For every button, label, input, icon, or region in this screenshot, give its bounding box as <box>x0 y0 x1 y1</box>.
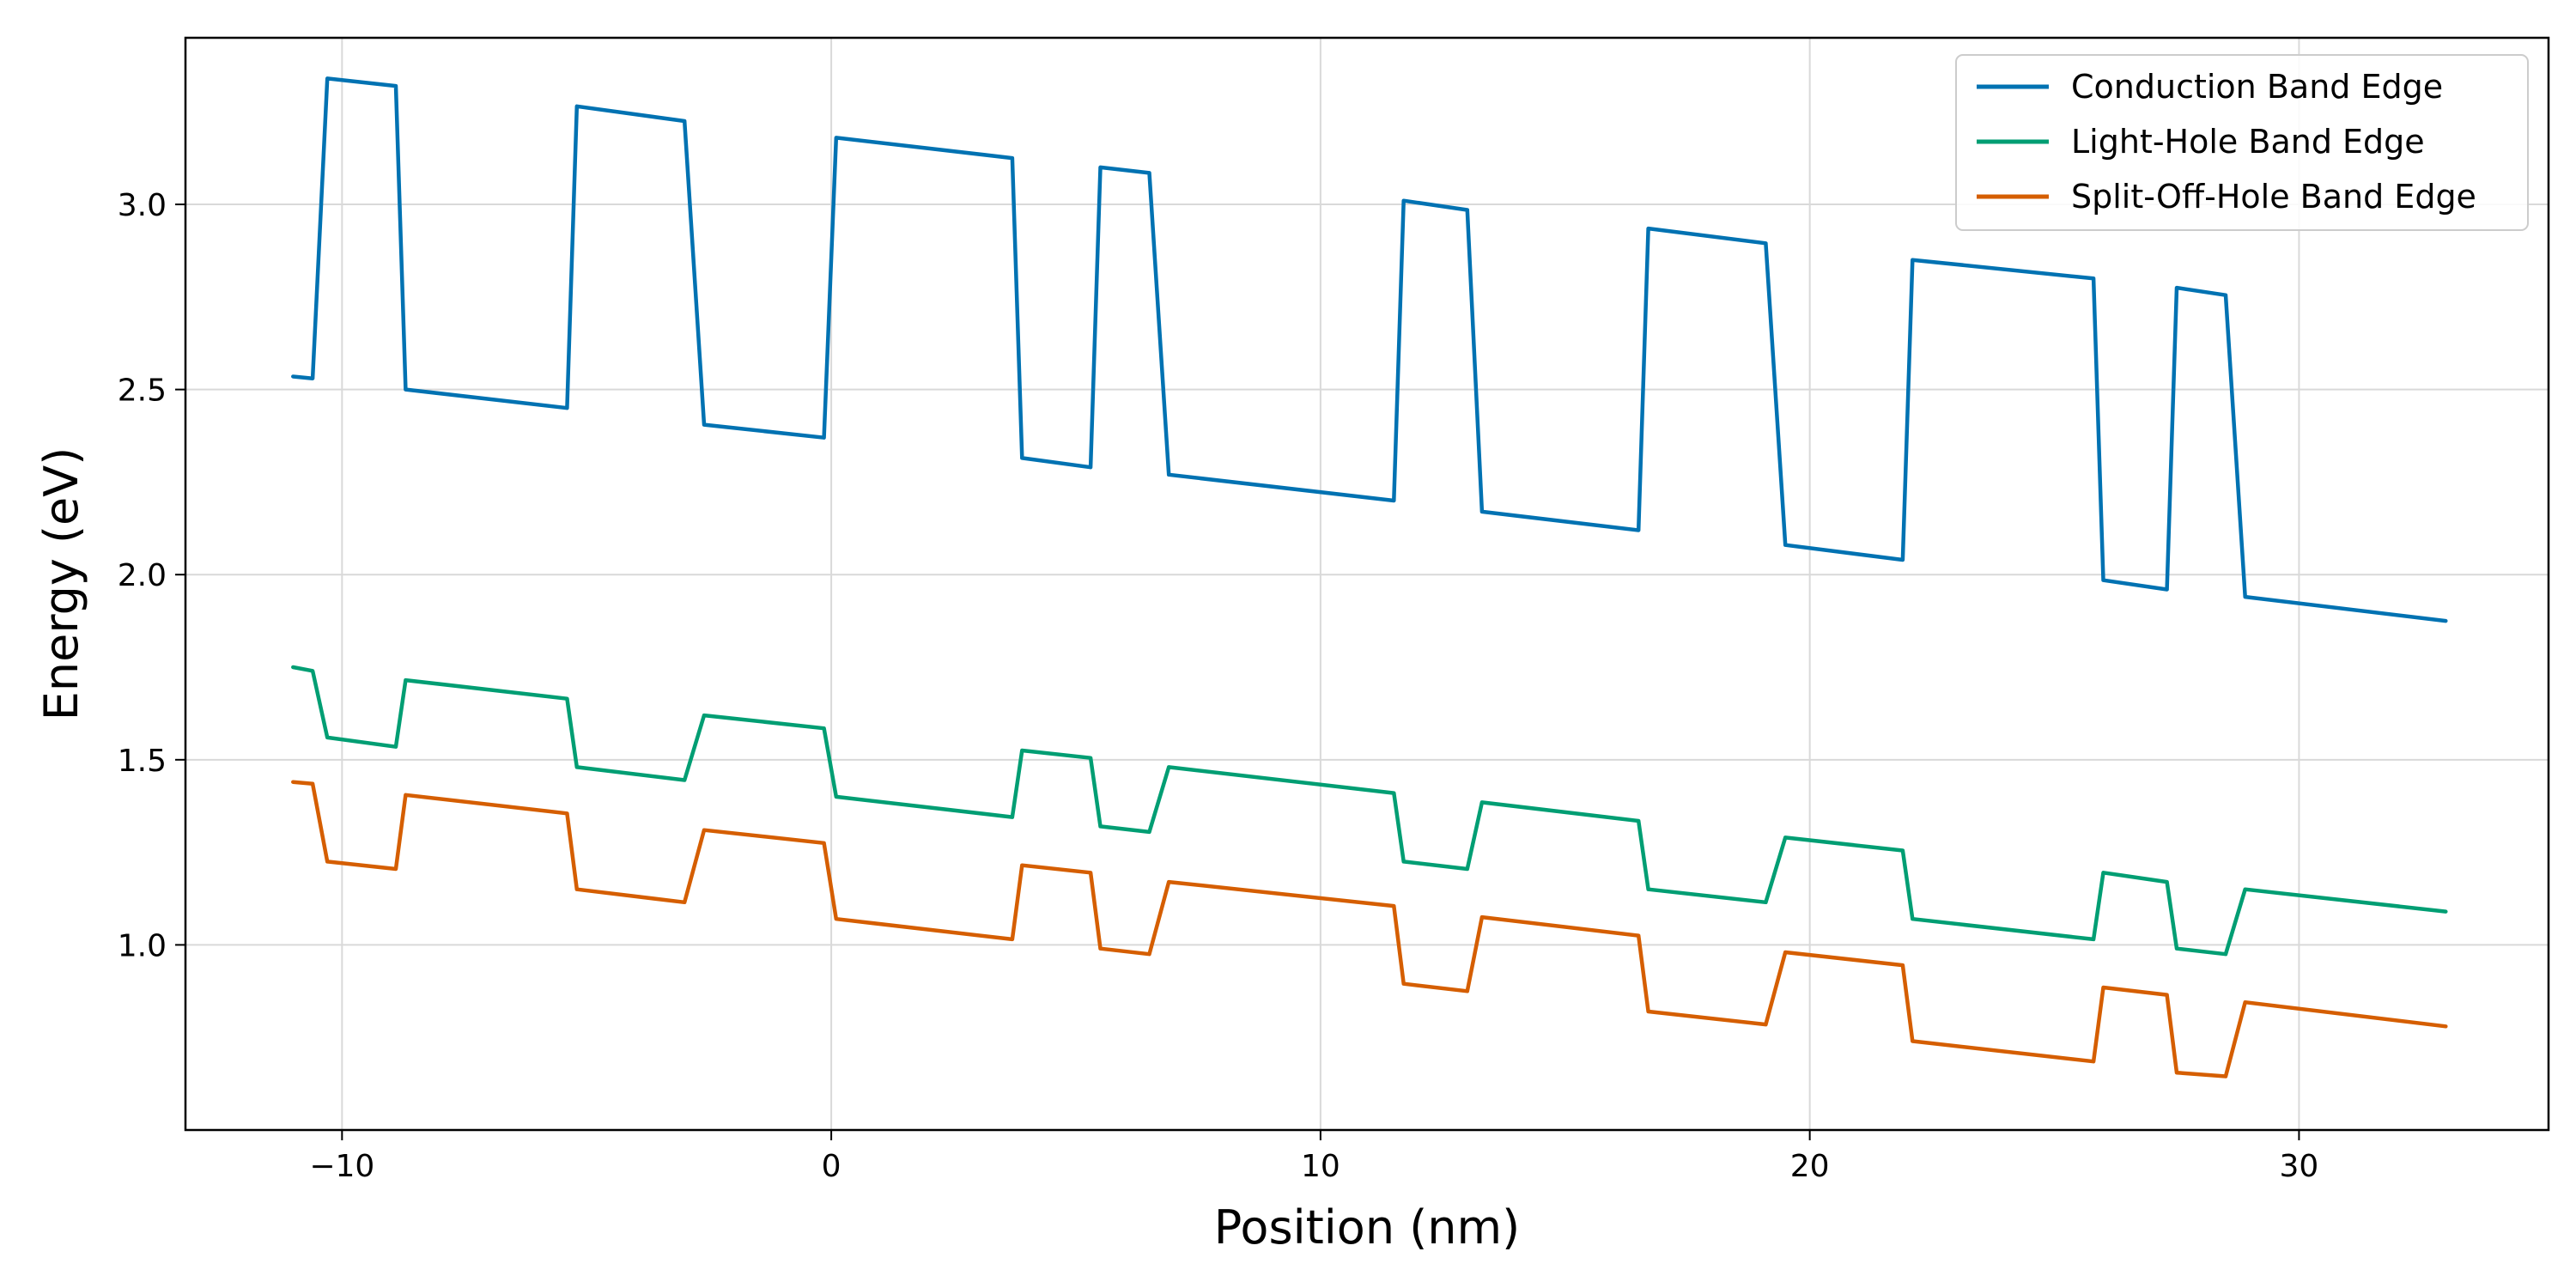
x-axis-title: Position (nm) <box>1214 1200 1520 1255</box>
y-tick-label: 3.0 <box>118 188 167 223</box>
series-lines <box>291 76 2448 1078</box>
series-line-conduction-band-edge <box>291 76 2448 623</box>
legend-label-split-off-hole-band-edge: Split-Off-Hole Band Edge <box>2071 178 2476 216</box>
x-tick-label: −10 <box>309 1149 374 1184</box>
y-axis-title: Energy (eV) <box>34 447 88 721</box>
x-tick-label: 0 <box>822 1149 841 1184</box>
series-line-light-hole-band-edge <box>291 665 2448 957</box>
y-tick-label: 1.0 <box>118 928 167 963</box>
x-tick-label: 20 <box>1790 1149 1830 1184</box>
plot-area-frame <box>184 36 2550 1132</box>
x-tick-label: 30 <box>2280 1149 2319 1184</box>
axis-ticks: −10 0 10 20 30 1.0 1.5 2.0 2.5 3.0 <box>118 188 2319 1184</box>
legend-label-conduction-band-edge: Conduction Band Edge <box>2071 68 2443 106</box>
legend-box <box>1955 54 2529 231</box>
y-tick-label: 2.5 <box>118 374 167 409</box>
legend-label-light-hole-band-edge: Light-Hole Band Edge <box>2071 123 2425 161</box>
series-line-split-off-hole-band-edge <box>291 780 2448 1078</box>
x-tick-label: 10 <box>1301 1149 1340 1184</box>
y-tick-label: 2.0 <box>118 558 167 593</box>
y-tick-label: 1.5 <box>118 744 167 779</box>
legend: Conduction Band Edge Light-Hole Band Edge… <box>1955 54 2529 231</box>
